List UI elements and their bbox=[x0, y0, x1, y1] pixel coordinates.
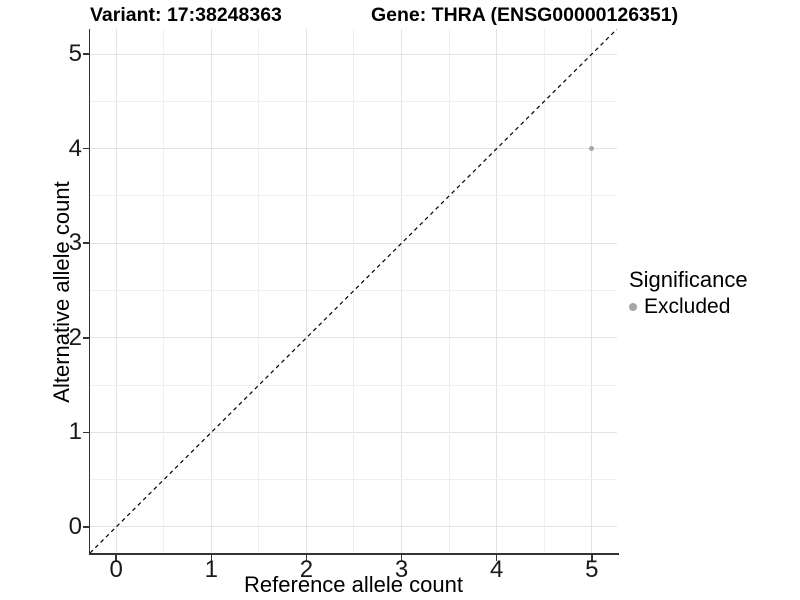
x-tick-mark bbox=[400, 554, 403, 561]
y-tick-label: 0 bbox=[68, 512, 82, 540]
x-tick-mark bbox=[305, 554, 308, 561]
x-tick-label: 3 bbox=[394, 556, 409, 583]
variant-title: Variant: 17:38248363 bbox=[90, 4, 282, 26]
x-tick-label: 1 bbox=[204, 556, 218, 583]
y-tick-mark bbox=[82, 526, 89, 528]
legend-title: Significance bbox=[629, 267, 748, 292]
grid-minor-v bbox=[258, 29, 260, 553]
x-tick-mark bbox=[591, 554, 593, 561]
x-tick-label: 0 bbox=[109, 556, 123, 583]
x-axis-title: Reference allele count bbox=[244, 572, 463, 597]
legend-item-label: Excluded bbox=[644, 295, 731, 318]
x-tick-label: 4 bbox=[489, 556, 504, 583]
y-tick-label: 4 bbox=[68, 134, 82, 162]
x-tick-label: 2 bbox=[299, 556, 314, 583]
legend-items: Excluded bbox=[629, 294, 748, 319]
x-axis-line bbox=[88, 553, 619, 555]
y-tick-mark bbox=[82, 53, 89, 55]
y-axis-title: Alternative allele count bbox=[49, 181, 74, 403]
y-axis-line bbox=[88, 29, 90, 555]
grid-minor-v bbox=[543, 29, 545, 553]
legend-point-icon bbox=[629, 302, 637, 311]
y-tick-mark bbox=[82, 337, 89, 339]
y-tick-mark bbox=[82, 431, 89, 434]
y-tick-mark bbox=[82, 147, 89, 150]
identity-line bbox=[90, 29, 617, 553]
y-tick-label: 1 bbox=[68, 418, 82, 446]
grid-minor-v bbox=[353, 29, 355, 553]
x-tick-label: 5 bbox=[585, 556, 599, 583]
y-tick-label: 5 bbox=[68, 40, 82, 68]
data-point bbox=[589, 146, 595, 152]
x-tick-mark bbox=[210, 554, 213, 561]
y-tick-mark bbox=[82, 242, 89, 244]
x-tick-mark bbox=[115, 554, 117, 561]
grid-minor-v bbox=[163, 29, 165, 553]
legend-item: Excluded bbox=[629, 294, 748, 319]
y-tick-label: 2 bbox=[68, 323, 82, 351]
y-tick-label: 3 bbox=[68, 229, 82, 257]
x-tick-mark bbox=[495, 554, 498, 561]
gene-title: Gene: THRA (ENSG00000126351) bbox=[371, 4, 679, 26]
legend: Significance Excluded bbox=[629, 266, 748, 319]
plot-panel bbox=[90, 29, 617, 553]
grid-minor-v bbox=[448, 29, 450, 553]
